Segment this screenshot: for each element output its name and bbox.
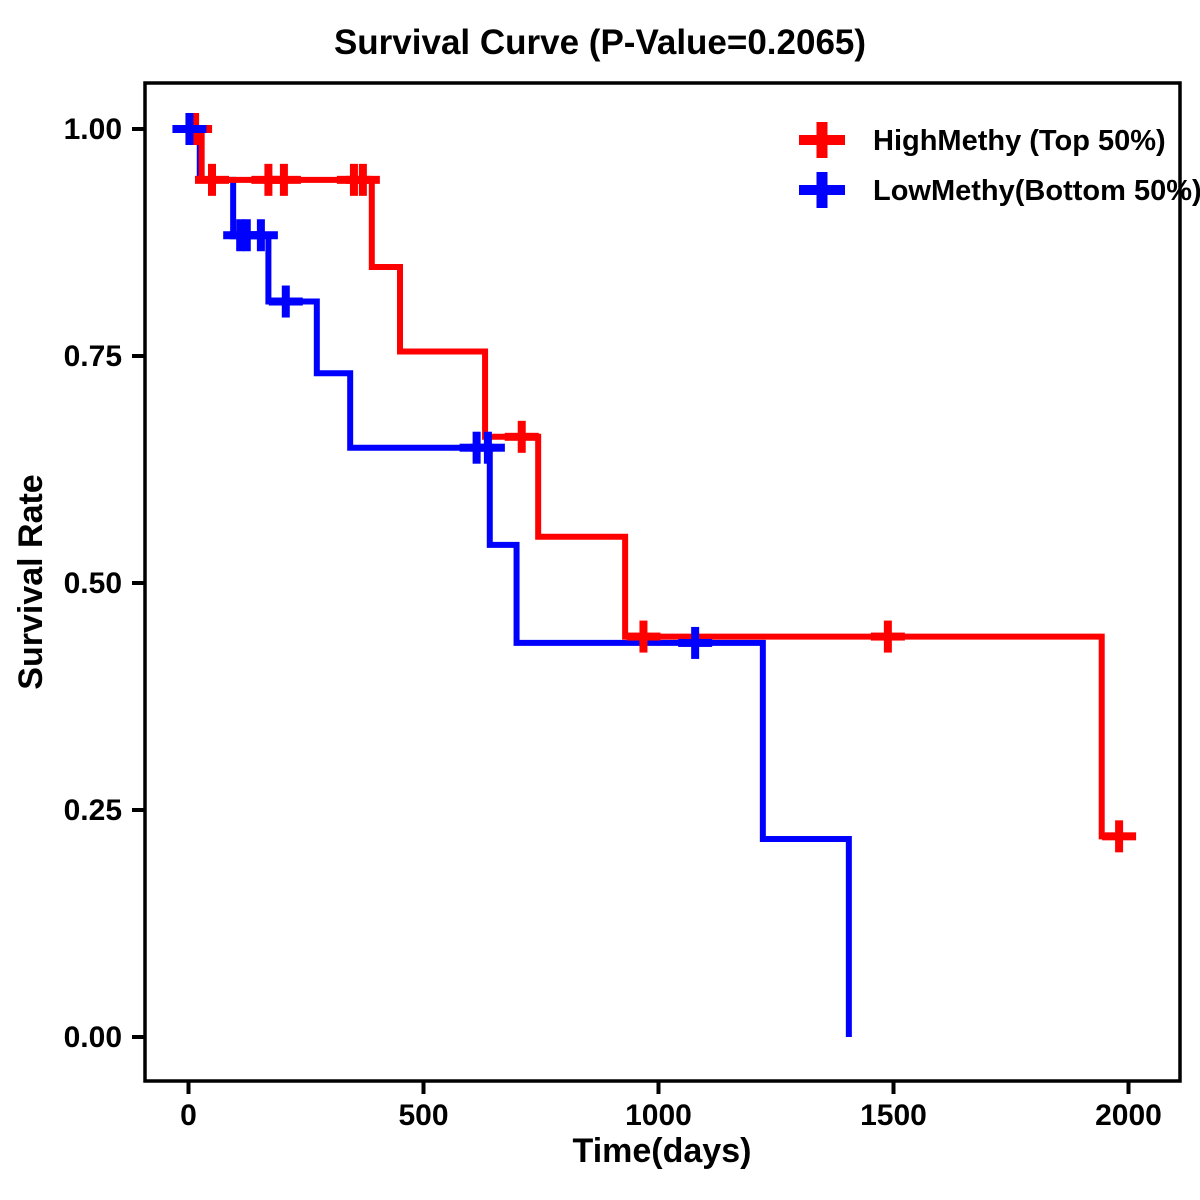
- x-tick-label: 1000: [625, 1099, 692, 1132]
- x-tick-label: 1500: [860, 1099, 927, 1132]
- censor-mark-hbar: [626, 632, 661, 641]
- y-tick-label: 0.50: [64, 567, 122, 600]
- censor-mark-hbar: [268, 297, 303, 306]
- censor-marks-low: [172, 113, 713, 659]
- censor-mark-hbar: [870, 632, 905, 641]
- legend-label-low: LowMethy(Bottom 50%): [873, 175, 1200, 207]
- y-tick-label: 1.00: [64, 113, 122, 146]
- x-tick-label: 0: [180, 1099, 197, 1132]
- axis-ticks-layer: 0 500 1000 1500 2000 1.00 0.75 0.50 0.25 0.00: [64, 113, 1162, 1132]
- legend-item-high: HighMethy (Top 50%): [799, 122, 1166, 158]
- censor-mark-hbar: [195, 175, 229, 184]
- censor-marks-high: [178, 113, 1137, 853]
- censor-mark-hbar: [243, 231, 278, 240]
- plot-border-box: [143, 81, 1182, 1083]
- x-tick-label: 500: [398, 1099, 448, 1132]
- legend-label-high: HighMethy (Top 50%): [873, 125, 1166, 157]
- censor-mark-hbar: [504, 432, 539, 441]
- legend: HighMethy (Top 50%) LowMethy(Bottom 50%): [799, 122, 1200, 208]
- plot-title: Survival Curve (P-Value=0.2065): [334, 23, 866, 62]
- y-axis-label: Survival Rate: [12, 474, 50, 689]
- survival-curves-layer: [172, 113, 1137, 1037]
- censor-mark-hbar: [266, 175, 301, 184]
- censor-mark-hbar: [678, 638, 713, 647]
- censor-mark-hbar: [172, 125, 207, 133]
- y-tick-label: 0.25: [64, 794, 122, 827]
- legend-plus-icon: [799, 185, 845, 195]
- censor-mark-hbar: [1102, 832, 1137, 841]
- y-tick-label: 0.00: [64, 1021, 122, 1054]
- x-axis-label: Time(days): [573, 1132, 752, 1170]
- x-tick-label: 2000: [1095, 1099, 1162, 1132]
- censor-mark-hbar: [345, 175, 380, 184]
- legend-plus-icon: [799, 135, 845, 145]
- survival-curve-high: [188, 126, 1130, 840]
- survival-curve-low: [188, 126, 852, 1037]
- legend-item-low: LowMethy(Bottom 50%): [799, 172, 1200, 208]
- censor-mark-hbar: [470, 443, 505, 452]
- y-tick-label: 0.75: [64, 340, 122, 373]
